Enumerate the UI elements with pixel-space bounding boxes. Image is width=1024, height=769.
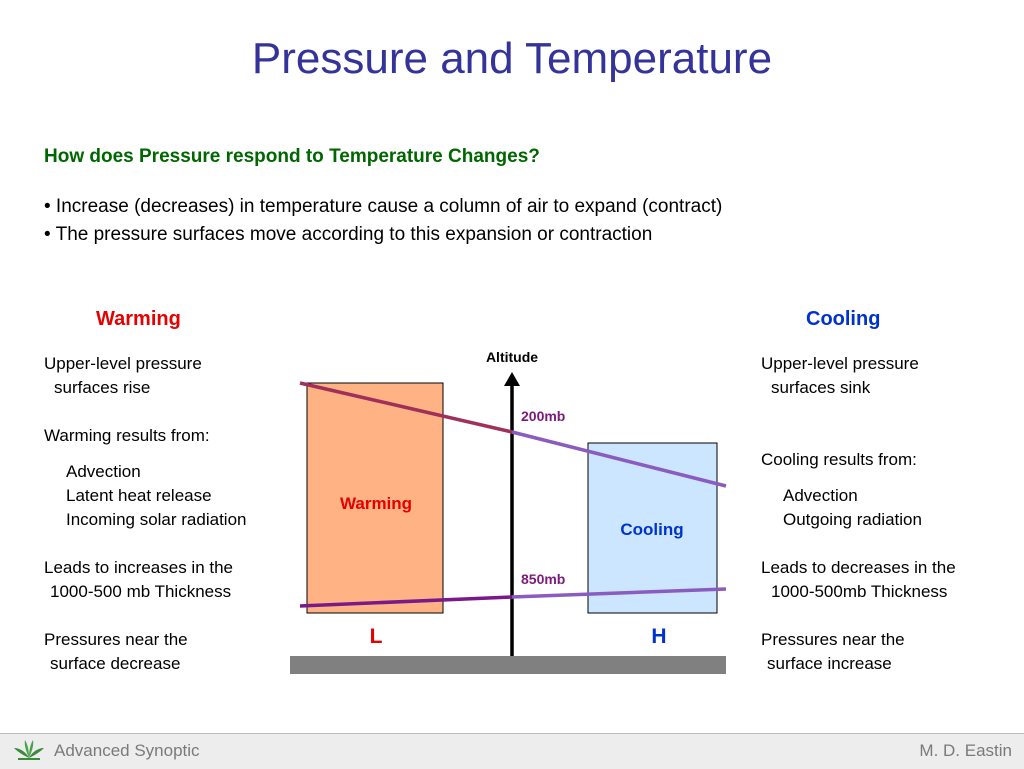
cooling-line: surfaces sink [771,378,871,397]
cooling-line: Upper-level pressure [761,354,919,373]
warming-line: surfaces rise [54,378,151,397]
lower-level-label: 850mb [521,571,565,587]
warming-line: 1000-500 mb Thickness [50,582,232,601]
ground-surface [290,656,726,674]
warming-line: Pressures near the [44,630,188,649]
warm-column-label: Warming [340,494,412,513]
cooling-line: surface increase [767,654,892,673]
warming-line: Upper-level pressure [44,354,202,373]
cooling-line: Advection [783,486,858,505]
upper-level-label: 200mb [521,408,565,424]
question-heading: How does Pressure respond to Temperature… [44,146,540,167]
warming-line: surface decrease [50,654,181,673]
slide-title: Pressure and Temperature [251,34,773,83]
cooling-line: Pressures near the [761,630,905,649]
warming-line: Advection [66,462,141,481]
course-logo-icon [14,740,44,760]
low-pressure-label: L [370,625,383,648]
upper-pressure-surface-right [511,430,727,488]
warming-line: Incoming solar radiation [66,510,247,529]
warming-heading: Warming [96,308,181,330]
warming-line: Latent heat release [66,486,212,505]
footer-course-name: Advanced Synoptic [54,741,200,760]
lower-pressure-surface-left [299,595,513,608]
footer-bar [0,733,1024,769]
upper-pressure-surface-left [299,381,513,434]
warm-air-column [306,382,444,614]
high-pressure-label: H [651,625,666,648]
warming-text-block: Upper-level pressure surfaces rise Warmi… [44,352,246,676]
cooling-line: Outgoing radiation [783,510,922,529]
warming-line: Leads to increases in the [44,558,234,577]
altitude-label: Altitude [486,349,538,365]
footer-author: M. D. Eastin [919,741,1012,760]
cooling-line: Cooling results from: [761,450,917,469]
altitude-arrow-icon [504,372,520,386]
cool-air-column [587,442,718,614]
warming-line: Warming results from: [44,426,210,445]
cooling-line: Leads to decreases in the [761,558,956,577]
cooling-line: 1000-500mb Thickness [771,582,948,601]
lower-pressure-surface-right [511,587,727,599]
cooling-text-block: Upper-level pressure surfaces sink Cooli… [761,352,956,676]
pressure-diagram: Altitude 200mb 850mb Warming Cooling L H [290,349,727,674]
cool-column-label: Cooling [620,520,683,539]
cooling-heading: Cooling [806,308,881,330]
bullet-1: • Increase (decreases) in temperature ca… [44,196,723,217]
bullet-2: • The pressure surfaces move according t… [44,224,653,245]
